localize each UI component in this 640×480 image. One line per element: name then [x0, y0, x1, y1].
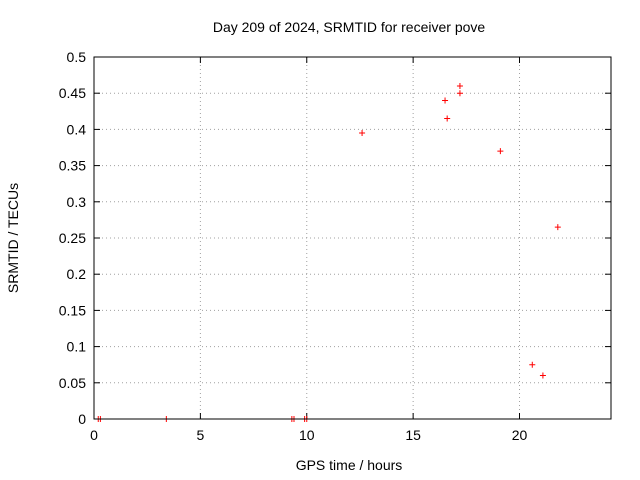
data-point: [539, 372, 546, 379]
x-tick-label: 20: [512, 427, 528, 443]
y-tick-label: 0.2: [67, 266, 87, 282]
data-point: [497, 148, 504, 155]
x-tick-label: 15: [405, 427, 421, 443]
y-tick-label: 0.5: [67, 49, 87, 65]
grid-layer: [94, 57, 611, 419]
y-tick-label: 0.1: [67, 339, 87, 355]
data-point: [529, 361, 536, 368]
data-point: [442, 97, 449, 104]
x-tick-label: 5: [196, 427, 204, 443]
y-tick-label: 0: [78, 411, 86, 427]
x-tick-label: 0: [90, 427, 98, 443]
data-points: [95, 83, 561, 422]
data-point: [444, 115, 451, 122]
y-tick-label: 0.35: [59, 158, 86, 174]
tick-layer: 0 0.05 0.1 0.15 0.2 0.25 0.3 0.35 0.4 0.45 0.5 0 5 10…: [59, 49, 611, 443]
y-tick-label: 0.15: [59, 302, 86, 318]
chart-title: Day 209 of 2024, SRMTID for receiver pov…: [213, 19, 486, 35]
plot-frame: [93, 56, 612, 420]
y-tick-label: 0.3: [67, 194, 87, 210]
data-point: [359, 130, 366, 137]
x-axis-label: GPS time / hours: [296, 457, 403, 473]
data-point: [554, 224, 561, 231]
y-tick-label: 0.25: [59, 230, 86, 246]
y-tick-label: 0.4: [67, 121, 87, 137]
data-point: [456, 90, 463, 97]
data-point: [456, 82, 463, 89]
x-tick-label: 10: [299, 427, 315, 443]
y-axis-label: SRMTID / TECUs: [5, 183, 21, 293]
y-tick-label: 0.45: [59, 85, 86, 101]
y-tick-label: 0.05: [59, 375, 86, 391]
